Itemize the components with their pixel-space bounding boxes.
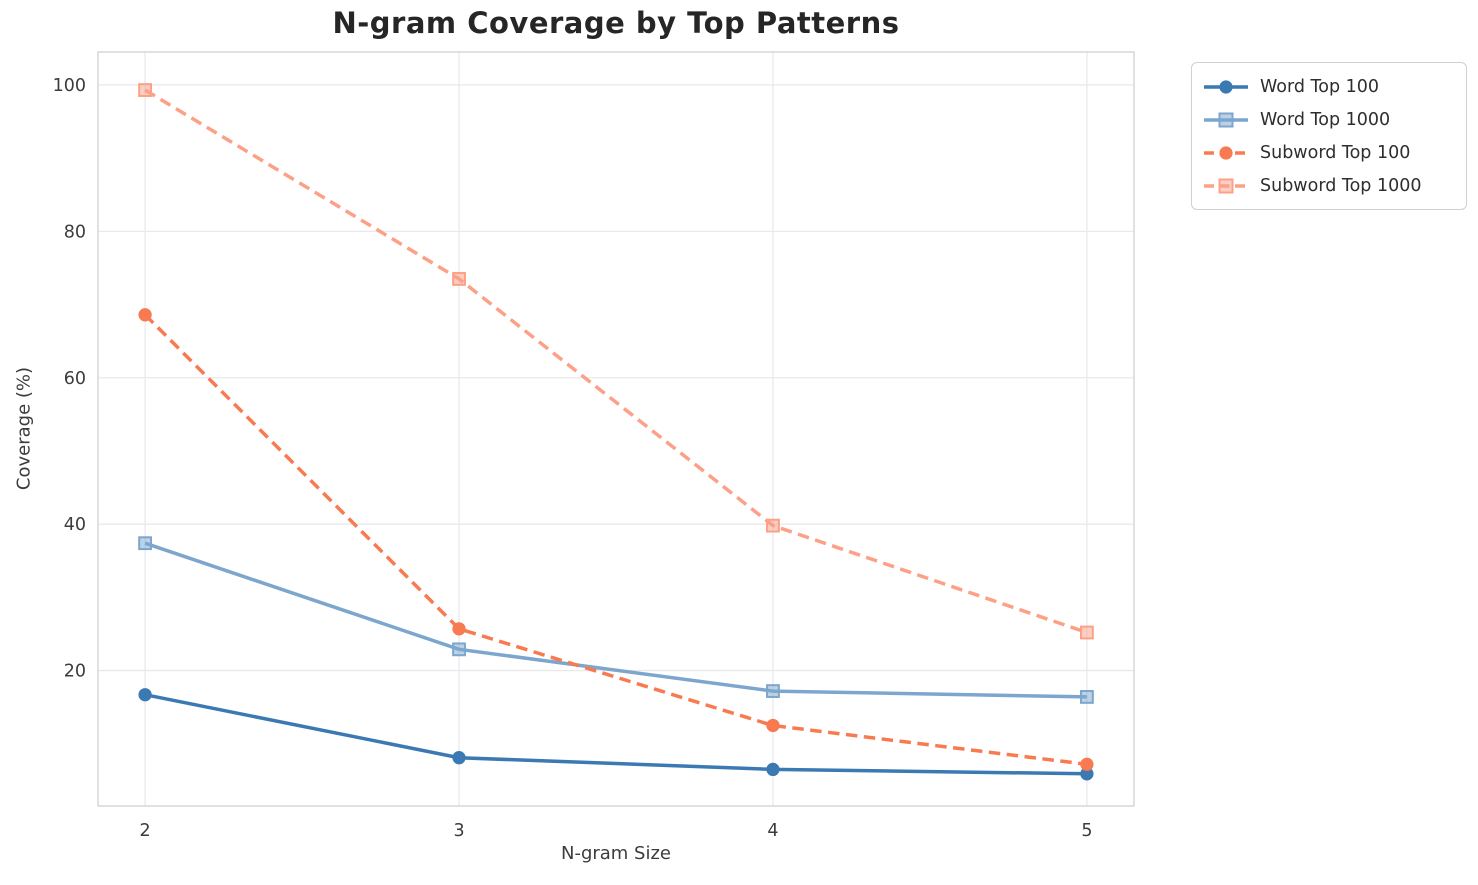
data-point-marker [1080, 757, 1094, 771]
legend-item-word-top-100: Word Top 100 [1202, 71, 1454, 102]
chart-title: N-gram Coverage by Top Patterns [332, 6, 900, 40]
legend-item-label: Word Top 100 [1260, 76, 1380, 97]
x-tick-label: 2 [140, 821, 151, 841]
data-point-marker [138, 688, 152, 702]
legend-line-marker-icon [1204, 112, 1248, 127]
data-point-marker [1080, 690, 1094, 704]
y-tick-label: 60 [64, 369, 86, 389]
x-tick-label: 4 [767, 821, 778, 841]
legend-line-marker-icon [1204, 79, 1248, 94]
legend-sample-shape [1218, 112, 1234, 127]
x-tick-label: 5 [1081, 821, 1092, 841]
data-point-marker [1080, 625, 1094, 640]
y-tick-label: 80 [64, 222, 86, 242]
y-tick-label: 20 [64, 662, 86, 682]
data-point-marker [452, 751, 466, 765]
x-tick-label: 3 [453, 821, 464, 841]
x-axis-label: N-gram Size [560, 843, 672, 864]
legend-item-subword-top-1000: Subword Top 1000 [1202, 170, 1454, 201]
series-line-3 [144, 88, 1088, 635]
y-axis-label: Coverage (%) [13, 366, 35, 491]
data-point-marker [452, 642, 466, 657]
legend-line-marker-icon [1204, 178, 1248, 193]
legend-line-marker-icon [1204, 145, 1248, 160]
plot-border [97, 51, 1135, 807]
data-point-marker [766, 518, 780, 533]
series-line-2 [143, 313, 1088, 767]
legend-sample-shape [1218, 178, 1234, 193]
data-point-marker [766, 718, 780, 733]
data-point-marker [766, 762, 780, 777]
data-point-marker [138, 83, 152, 97]
legend: Word Top 100 Word Top 1000 Subword Top 1… [1191, 62, 1467, 210]
data-point-marker [138, 536, 152, 551]
data-point-marker [138, 308, 152, 322]
data-point-marker [766, 684, 780, 698]
legend-item-subword-top-100: Subword Top 100 [1202, 137, 1454, 168]
legend-item-word-top-1000: Word Top 1000 [1202, 104, 1454, 135]
data-point-marker [452, 622, 466, 636]
y-tick-label: 40 [64, 515, 86, 535]
series-line-0 [144, 692, 1087, 776]
data-point-marker [452, 272, 466, 286]
legend-sample-shape [1219, 79, 1233, 94]
legend-item-label: Word Top 1000 [1260, 109, 1391, 130]
series-line-1 [144, 541, 1087, 699]
legend-sample-shape [1219, 145, 1233, 160]
y-tick-label: 100 [53, 76, 86, 96]
legend-item-label: Subword Top 100 [1260, 142, 1411, 163]
legend-item-label: Subword Top 1000 [1260, 175, 1422, 196]
